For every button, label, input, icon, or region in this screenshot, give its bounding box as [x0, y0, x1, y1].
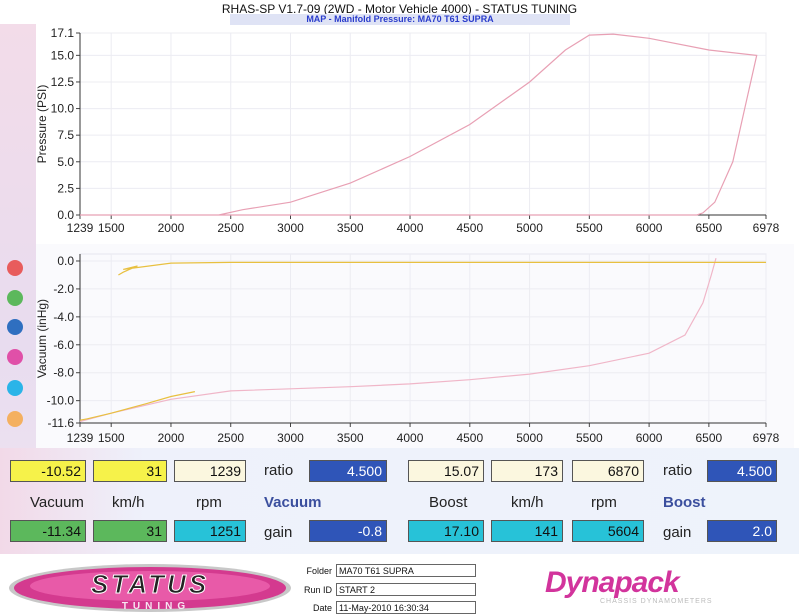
rpm-value-4: 5604 — [572, 520, 644, 542]
pressure-chart: 1239 1500 2000 2500 3000 3500 4000 4500 5000 5500… — [35, 26, 780, 235]
boost-value-2: 17.10 — [408, 520, 484, 542]
x-tick-label: 6978 — [753, 221, 780, 235]
y-tick-label: 5.0 — [57, 155, 74, 169]
series-line-1 — [80, 33, 758, 216]
x-tick-label: 6500 — [696, 431, 723, 445]
gain-value-1: -0.8 — [309, 520, 387, 542]
kmh-value-1: 31 — [93, 460, 167, 482]
dyno-charts: 1239 1500 2000 2500 3000 3500 4000 4500 5000 5500… — [35, 26, 780, 445]
x-tick-label: 6000 — [636, 431, 663, 445]
x-tick-label: 1239 — [67, 431, 94, 445]
rpm-label-1: rpm — [196, 494, 222, 511]
map-subtitle: MAP - Manifold Pressure: MA70 T61 SUPRA — [230, 14, 570, 25]
folder-label: Folder — [306, 566, 332, 576]
y-tick-label: 10.0 — [51, 102, 75, 116]
kmh-value-4: 141 — [491, 520, 563, 542]
x-tick-label: 5000 — [516, 221, 543, 235]
runid-label: Run ID — [303, 585, 332, 595]
y-tick-label: -11.6 — [48, 416, 75, 430]
y-tick-label: -10.0 — [47, 394, 75, 408]
x-tick-label: 6978 — [753, 431, 780, 445]
logo-main-text: STATUS — [91, 569, 209, 599]
y-tick-label: -6.0 — [53, 338, 74, 352]
x-tick-label: 2500 — [217, 221, 244, 235]
y-tick-label: -8.0 — [53, 366, 74, 380]
green-indicator-dot[interactable] — [7, 290, 23, 306]
x-tick-label: 2500 — [217, 431, 244, 445]
vacuum-label: Vacuum — [30, 494, 84, 511]
x-tick-label: 4000 — [397, 221, 424, 235]
x-tick-label: 6500 — [696, 221, 723, 235]
y-tick-label: 7.5 — [57, 128, 74, 142]
y-axis-label: Pressure (PSI) — [35, 85, 49, 164]
x-tick-label: 4500 — [456, 431, 483, 445]
gain-value-2: 2.0 — [707, 520, 777, 542]
x-tick-label: 3500 — [337, 221, 364, 235]
ratio-label-2: ratio — [663, 462, 693, 479]
x-tick-label: 2000 — [158, 431, 185, 445]
red-indicator-dot[interactable] — [7, 260, 23, 276]
rpm-value-1: 1239 — [174, 460, 246, 482]
ratio-value-2: 4.500 — [707, 460, 777, 482]
series-line-2 — [79, 391, 196, 421]
y-tick-label: -2.0 — [53, 282, 74, 296]
x-tick-label: 4000 — [397, 431, 424, 445]
kmh-value-2: 173 — [491, 460, 563, 482]
x-tick-label: 6000 — [636, 221, 663, 235]
x-tick-label: 1500 — [98, 221, 125, 235]
blue-indicator-dot[interactable] — [7, 319, 23, 335]
gain-label-2: gain — [663, 524, 692, 541]
orange-indicator-dot[interactable] — [7, 411, 23, 427]
x-tick-label: 2000 — [158, 221, 185, 235]
gain-label-1: gain — [264, 524, 293, 541]
boost-value-1: 15.07 — [408, 460, 484, 482]
x-tick-label: 1239 — [67, 221, 94, 235]
x-tick-label: 1500 — [98, 431, 125, 445]
dynapack-brand: Dynapack — [545, 566, 680, 599]
vacuum-plot-background — [36, 244, 794, 448]
vacuum-section-label: Vacuum — [264, 494, 322, 511]
y-tick-label: 17.1 — [51, 26, 75, 40]
runid-value: START 2 — [336, 583, 476, 596]
dynapack-subtitle: CHASSIS DYNAMOMETERS — [600, 598, 713, 605]
kmh-label-2: km/h — [511, 494, 544, 511]
kmh-label-1: km/h — [112, 494, 145, 511]
series-line-3 — [118, 261, 766, 276]
folder-value: MA70 T61 SUPRA — [336, 564, 476, 577]
vacuum-chart: 1239 1500 2000 2500 3000 3500 4000 4500 5000 5500… — [35, 253, 780, 445]
x-tick-label: 3500 — [337, 431, 364, 445]
x-tick-label: 3000 — [277, 431, 304, 445]
cyan-indicator-dot[interactable] — [7, 380, 23, 396]
ratio-label-1: ratio — [264, 462, 294, 479]
x-tick-label: 3000 — [277, 221, 304, 235]
boost-label: Boost — [429, 494, 468, 511]
boost-section-label: Boost — [663, 494, 706, 511]
y-tick-label: -4.0 — [53, 310, 74, 324]
kmh-value-3: 31 — [93, 520, 167, 542]
vacuum-value-2: -11.34 — [10, 520, 86, 542]
x-tick-label: 4500 — [456, 221, 483, 235]
x-tick-label: 5000 — [516, 431, 543, 445]
rpm-value-3: 1251 — [174, 520, 246, 542]
y-tick-label: 2.5 — [57, 181, 74, 195]
plot-frame — [79, 32, 767, 216]
date-value: 11-May-2010 16:30:34 — [336, 601, 476, 614]
logo-sub-text: TUNING — [122, 601, 190, 612]
x-tick-label: 5500 — [576, 221, 603, 235]
series-line-1 — [79, 258, 717, 423]
rpm-value-2: 6870 — [572, 460, 644, 482]
y-tick-label: 0.0 — [57, 208, 74, 222]
x-tick-label: 5500 — [576, 431, 603, 445]
date-label: Date — [312, 603, 332, 613]
pink-indicator-dot[interactable] — [7, 349, 23, 365]
rpm-label-2: rpm — [591, 494, 617, 511]
app-title: RHAS-SP V1.7-09 (2WD - Motor Vehicle 400… — [221, 2, 578, 16]
y-tick-label: 0.0 — [57, 254, 74, 268]
status-tuning-logo: STATUS TUNING — [9, 564, 291, 612]
vacuum-value-1: -10.52 — [10, 460, 86, 482]
ratio-value-1: 4.500 — [309, 460, 387, 482]
y-axis-label: Vacuum (inHg) — [35, 299, 49, 378]
y-tick-label: 15.0 — [51, 48, 75, 62]
y-tick-label: 12.5 — [51, 75, 75, 89]
